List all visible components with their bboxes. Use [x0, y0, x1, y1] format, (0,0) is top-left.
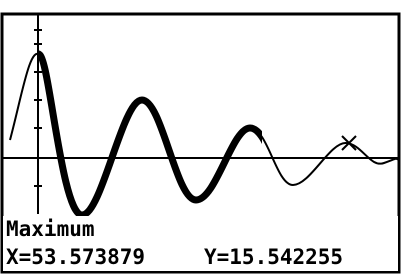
top-cut-area — [0, 0, 401, 14]
y-readout: Y=15.542255 — [204, 245, 343, 269]
x-readout: X=53.573879 — [6, 245, 145, 269]
page: Maximum X=53.573879 Y=15.542255 (() => {… — [0, 0, 401, 274]
mode-label: Maximum — [6, 217, 95, 241]
calculator-screen: Maximum X=53.573879 Y=15.542255 — [0, 0, 401, 274]
